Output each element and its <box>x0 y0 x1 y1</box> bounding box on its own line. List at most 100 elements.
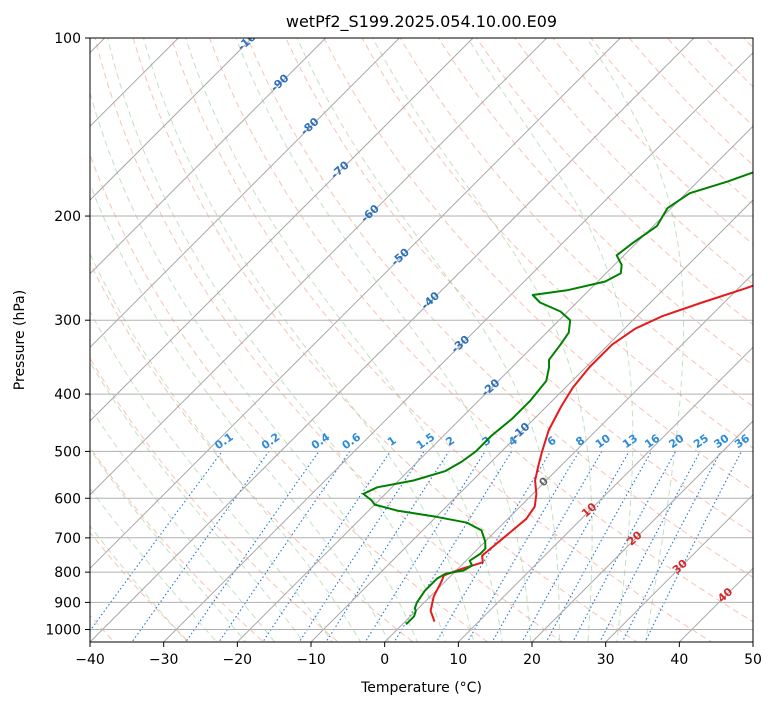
mixing-ratio-label: 13 <box>620 432 640 451</box>
mixing-ratio-label: 1 <box>385 434 399 449</box>
mixing-ratio-label: 10 <box>593 431 613 451</box>
isotherm-label: 10 <box>579 500 599 520</box>
dry-adiabat <box>399 38 753 408</box>
x-tick-label: 50 <box>744 652 762 668</box>
y-tick-label: 500 <box>54 444 81 460</box>
x-axis-label: Temperature (°C) <box>360 680 482 696</box>
moist-adiabat <box>235 38 532 642</box>
moist-adiabat <box>90 360 305 642</box>
mixing-ratio-line <box>131 451 270 642</box>
isotherm <box>90 38 327 275</box>
isotherm <box>752 641 753 642</box>
y-tick-label: 200 <box>54 209 81 225</box>
mixing-ratio-label: 30 <box>711 431 731 451</box>
background-lines <box>90 38 753 642</box>
moist-adiabat <box>586 38 684 642</box>
x-axis: −40 −30 −20 −10 0 10 20 30 40 50 <box>75 642 762 668</box>
isotherm <box>90 38 548 496</box>
moist-adiabat <box>90 252 362 642</box>
chart-title: wetPf2_S199.2025.054.10.00.E09 <box>286 12 557 32</box>
y-tick-label: 300 <box>54 313 81 329</box>
mixing-ratio-label: 1.5 <box>414 430 437 452</box>
mixing-ratio-label: 2 <box>443 434 457 449</box>
plot-frame <box>89 37 754 643</box>
mixing-ratio-line <box>466 451 580 642</box>
moist-adiabat <box>296 38 560 642</box>
x-tick-label: 30 <box>597 652 615 668</box>
moist-adiabat <box>372 38 593 642</box>
isotherm <box>90 38 400 349</box>
mixing-ratio-line <box>435 451 552 642</box>
isotherm <box>90 38 253 201</box>
x-tick-label: 40 <box>670 652 688 668</box>
moist-adiabat <box>90 91 418 642</box>
mixing-ratio-label: 36 <box>732 431 752 451</box>
moist-adiabat <box>142 38 475 642</box>
moist-adiabat <box>90 487 218 642</box>
dewpoint-profile <box>362 171 753 626</box>
isotherm-label: 0 <box>537 474 552 489</box>
y-axis: 1000 900 800 700 600 500 400 300 200 100 <box>45 31 90 638</box>
dry-adiabat <box>90 261 414 642</box>
x-tick-label: −20 <box>223 652 253 668</box>
isotherm-label: -40 <box>419 289 443 312</box>
dry-adiabat <box>552 38 753 245</box>
moist-adiabat <box>90 525 188 642</box>
isotherm <box>531 420 753 642</box>
temperature-profile <box>429 284 753 622</box>
line-labels: 0.1 0.2 0.4 0.6 1 1.5 2 3 4 6 8 10 13 16 20 25 30 36-100-… <box>212 25 752 605</box>
grid-lines <box>90 38 753 642</box>
moist-adiabat <box>90 310 333 642</box>
y-tick-label: 400 <box>54 387 81 403</box>
y-tick-label: 600 <box>54 491 81 507</box>
dry-adiabat <box>437 38 753 366</box>
profile-series <box>362 171 753 626</box>
dry-adiabat <box>285 38 753 535</box>
dry-adiabat <box>247 38 753 578</box>
moist-adiabat <box>185 38 503 642</box>
moist-adiabat <box>107 38 447 642</box>
mixing-ratio-line <box>644 451 742 642</box>
isotherm <box>90 38 621 570</box>
y-tick-label: 700 <box>54 531 81 547</box>
isotherm <box>90 38 695 642</box>
plot-area: 0.1 0.2 0.4 0.6 1 1.5 2 3 4 6 8 10 13 16 20 25 30 36-100-… <box>90 25 753 642</box>
y-tick-label: 900 <box>54 595 81 611</box>
mixing-ratio-line <box>521 451 630 642</box>
x-tick-label: 20 <box>523 652 541 668</box>
isotherm-label: 30 <box>670 557 690 577</box>
dry-adiabat <box>90 446 265 642</box>
isotherm-label: -60 <box>358 202 382 225</box>
y-tick-label: 1000 <box>45 622 81 638</box>
dry-adiabat <box>514 38 753 285</box>
isotherm <box>310 199 753 642</box>
x-tick-label: 0 <box>380 652 389 668</box>
mixing-ratio-label: 20 <box>666 431 686 451</box>
mixing-ratio-label: 0.4 <box>309 430 333 452</box>
mixing-ratio-label: 16 <box>642 431 662 451</box>
dry-adiabat <box>323 38 753 492</box>
mixing-ratio-label: 0.6 <box>340 430 364 452</box>
isotherm-label: -30 <box>449 333 473 356</box>
isotherm-label: -20 <box>479 376 503 399</box>
x-tick-label: 10 <box>449 652 467 668</box>
isotherm <box>457 346 753 642</box>
y-tick-label: 800 <box>54 565 81 581</box>
mixing-ratio-line <box>545 451 652 642</box>
isotherm <box>678 567 753 642</box>
isotherm-label: -100 <box>235 25 264 53</box>
dry-adiabat <box>209 38 753 623</box>
isotherm <box>236 125 753 642</box>
dry-adiabat <box>94 38 564 642</box>
y-axis-label: Pressure (hPa) <box>12 290 28 390</box>
dry-adiabat <box>132 38 638 642</box>
dry-adiabat <box>705 38 753 88</box>
moist-adiabat <box>90 448 247 642</box>
mixing-ratio-line <box>90 451 223 632</box>
x-tick-label: −30 <box>149 652 179 668</box>
mixing-ratio-label: 0.1 <box>212 430 235 452</box>
dry-adiabat <box>361 38 753 449</box>
mixing-ratio-label: 25 <box>691 432 711 451</box>
x-tick-label: −40 <box>75 652 105 668</box>
